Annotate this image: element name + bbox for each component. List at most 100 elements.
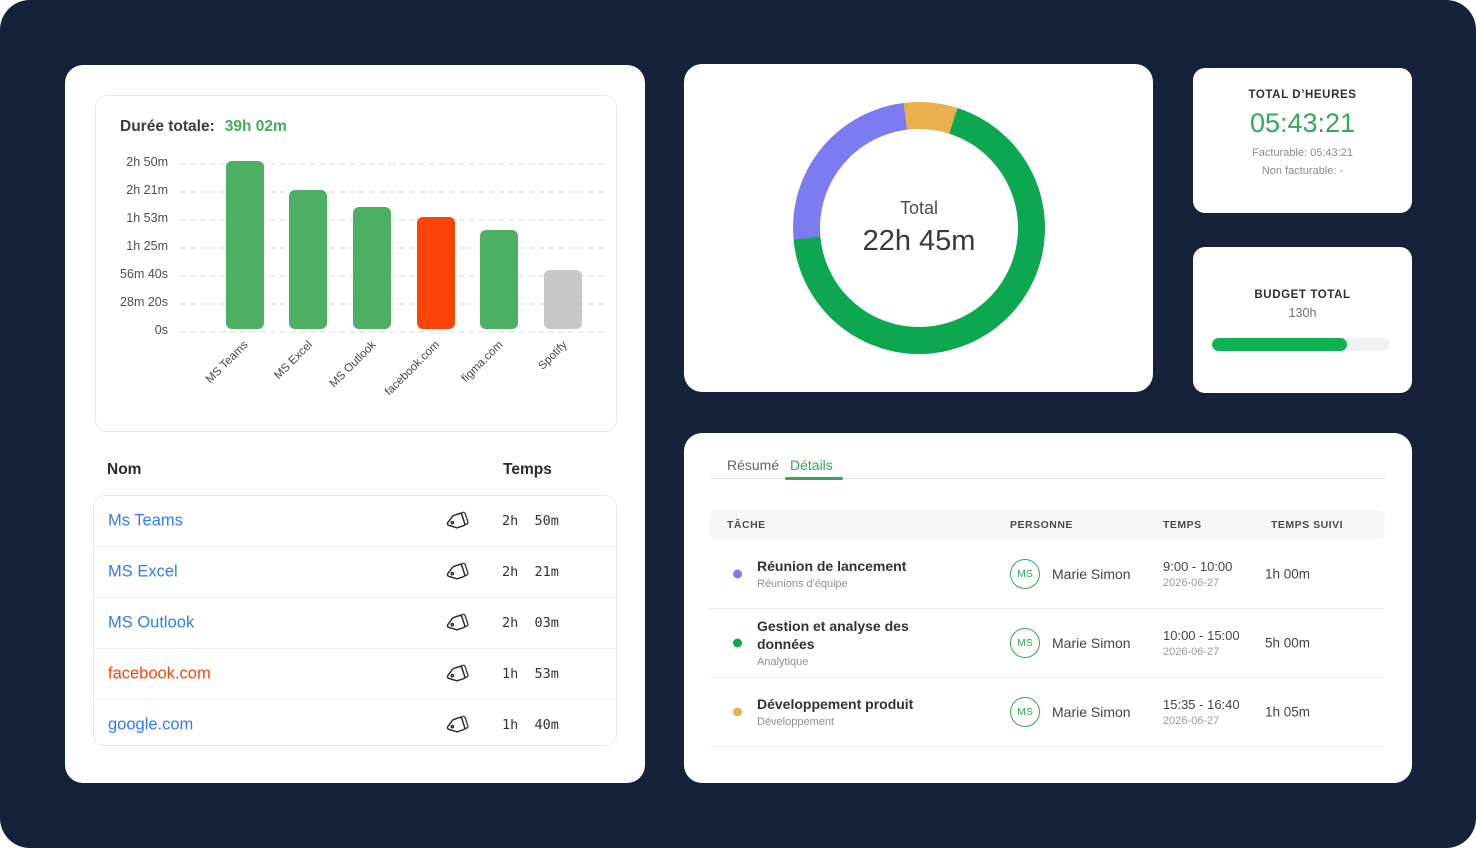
tag-icon[interactable] — [444, 713, 469, 737]
column-header-time: TEMPS — [1163, 519, 1202, 531]
avatar: MS — [1010, 628, 1040, 658]
bar-chart-panel: Durée totale: 39h 02m 0s 28m 20s 56m 40s 1h … — [95, 95, 617, 432]
category-dot — [733, 569, 742, 579]
chart-bar — [225, 161, 264, 329]
billable-hours: Facturable: 05:43:21 — [1252, 147, 1353, 159]
gridline — [180, 331, 604, 333]
y-axis-tick-label: 1h 25m — [126, 239, 168, 253]
tracked-time: 1h 05m — [1265, 704, 1311, 720]
chart-bar — [544, 270, 582, 329]
task-title: Développement produit — [757, 695, 914, 712]
table-row: Développement produit Développement MS Mari… — [709, 678, 1385, 747]
non-billable-hours: Non facturable: - — [1261, 165, 1344, 177]
app-name-link[interactable]: Ms Teams — [108, 511, 183, 530]
tag-icon[interactable] — [444, 560, 469, 584]
category-dot — [733, 707, 742, 717]
chart-bar — [416, 217, 455, 329]
time-range: 10:00 - 15:00 — [1163, 628, 1240, 643]
gridline — [180, 191, 604, 193]
y-axis-tick-label: 1h 53m — [126, 211, 168, 225]
column-header-person: PERSONNE — [1010, 519, 1073, 531]
time-range: 15:35 - 16:40 — [1163, 697, 1240, 712]
x-axis-tick-label: MS Excel — [271, 339, 315, 382]
time-cell: 15:35 - 16:40 2026-06-27 — [1163, 678, 1240, 746]
column-header-task: TÂCHE — [727, 519, 766, 531]
column-header-tracked: TEMPS SUIVI — [1271, 519, 1344, 531]
app-time: 2h 50m — [502, 513, 559, 529]
y-axis-tick-label: 28m 20s — [120, 295, 168, 309]
tag-icon[interactable] — [444, 662, 469, 686]
donut-center: Total 22h 45m — [820, 129, 1018, 327]
app-name-link[interactable]: google.com — [108, 715, 194, 734]
tag-icon[interactable] — [444, 611, 469, 635]
budget-progress-fill — [1212, 338, 1348, 351]
tracked-time: 1h 00m — [1265, 566, 1311, 582]
gridline — [180, 163, 604, 165]
y-axis-tick-label: 0s — [154, 323, 168, 337]
apps-list: Ms Teams 2h 50m MS Excel 2h 21m MS Outlook 2h… — [93, 495, 617, 746]
x-axis-tick-label: facebook.com — [382, 339, 443, 399]
avatar: MS — [1010, 697, 1040, 727]
person-name: Marie Simon — [1052, 635, 1131, 651]
app-name-link[interactable]: MS Excel — [108, 562, 178, 581]
usage-card: Durée totale: 39h 02m 0s 28m 20s 56m 40s 1h … — [65, 65, 645, 783]
task-cell: Réunion de lancement Réunions d'équipe — [757, 540, 947, 608]
task-category: Développement — [757, 716, 835, 729]
time-date: 2026-06-27 — [1163, 715, 1220, 727]
donut-card: Total 22h 45m — [684, 64, 1153, 392]
tab-resume[interactable]: Résumé — [727, 457, 780, 473]
table-row: Gestion et analyse des données Analytique… — [709, 609, 1385, 678]
donut-chart: Total 22h 45m — [793, 102, 1045, 354]
y-axis-tick-label: 2h 21m — [126, 183, 168, 197]
total-hours-title: TOTAL D’HEURES — [1248, 89, 1357, 101]
bar-chart-body: 0s 28m 20s 56m 40s 1h 25m 1h 53m 2h 21m 2h 50m… — [96, 96, 616, 431]
tab-details[interactable]: Détails — [790, 457, 833, 473]
tag-icon[interactable] — [444, 509, 469, 533]
avatar: MS — [1010, 559, 1040, 589]
y-axis-tick-label: 2h 50m — [126, 155, 168, 169]
app-time: 2h 21m — [502, 564, 559, 580]
app-time: 1h 40m — [502, 717, 559, 733]
x-axis-tick-label: figma.com — [459, 339, 506, 385]
table-row: Réunion de lancement Réunions d'équipe MS M… — [709, 540, 1385, 609]
column-header-name: Nom — [107, 461, 142, 478]
details-rows: Réunion de lancement Réunions d'équipe MS M… — [709, 540, 1385, 747]
app-name-link[interactable]: facebook.com — [108, 664, 211, 683]
app-time: 1h 53m — [502, 666, 559, 682]
list-item: facebook.com 1h 53m — [94, 649, 616, 700]
tracked-time: 5h 00m — [1265, 635, 1311, 651]
chart-bar — [480, 230, 519, 329]
total-hours-value: 05:43:21 — [1249, 108, 1356, 138]
x-axis-tick-label: MS Teams — [204, 339, 251, 386]
task-title: Réunion de lancement — [757, 557, 907, 574]
tabs-divider — [710, 478, 1386, 479]
chart-title: Durée totale: 39h 02m — [120, 118, 287, 136]
active-tab-underline — [785, 477, 843, 480]
time-range: 9:00 - 10:00 — [1163, 559, 1233, 574]
chart-bar — [352, 207, 391, 329]
total-hours-card: TOTAL D’HEURES 05:43:21 Facturable: 05:4… — [1193, 68, 1412, 213]
table-header: TÂCHE PERSONNE TEMPS TEMPS SUIVI — [709, 510, 1385, 540]
list-item: MS Excel 2h 21m — [94, 547, 616, 598]
gridline — [180, 275, 604, 277]
y-axis-tick-label: 56m 40s — [120, 267, 168, 281]
chart-title-label: Durée totale: — [120, 118, 215, 135]
budget-value: 130h — [1288, 306, 1317, 320]
app-time: 2h 03m — [502, 615, 559, 631]
task-category: Analytique — [757, 656, 809, 668]
donut-center-value: 22h 45m — [862, 225, 976, 257]
budget-title: BUDGET TOTAL — [1254, 289, 1351, 301]
task-cell: Gestion et analyse des données Analytique — [757, 609, 947, 677]
x-axis-tick-label: Spotify — [536, 339, 570, 373]
time-cell: 9:00 - 10:00 2026-06-27 — [1163, 540, 1232, 608]
time-date: 2026-06-27 — [1163, 646, 1220, 658]
details-card: Résumé Détails TÂCHE PERSONNE TEMPS TEMP… — [684, 433, 1412, 783]
x-axis-tick-label: MS Outlook — [327, 339, 379, 390]
person-name: Marie Simon — [1052, 566, 1131, 582]
budget-card: BUDGET TOTAL 130h — [1193, 247, 1412, 393]
app-name-link[interactable]: MS Outlook — [108, 613, 195, 632]
person-name: Marie Simon — [1052, 704, 1131, 720]
column-header-time: Temps — [503, 461, 552, 478]
time-date: 2026-06-27 — [1163, 577, 1220, 589]
task-title: Gestion et analyse des données — [757, 618, 909, 652]
